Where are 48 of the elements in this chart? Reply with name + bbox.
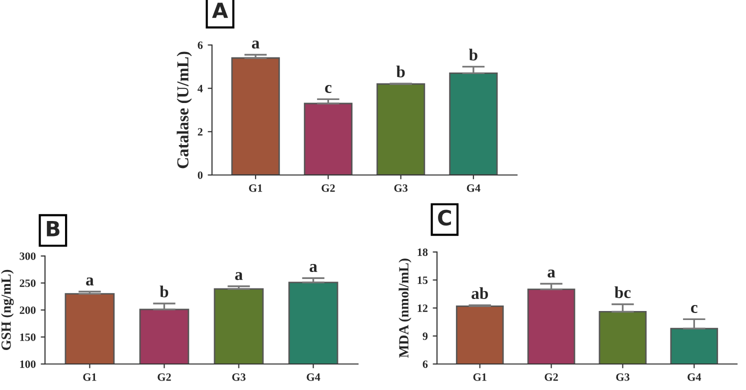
- x-tick-label: G3: [616, 373, 630, 381]
- annotation: c: [325, 84, 332, 93]
- annotation: b: [160, 286, 168, 298]
- annotation: b: [396, 66, 405, 78]
- y-tick-label: 200: [20, 306, 36, 314]
- bar: [376, 83, 426, 175]
- annotation: a: [86, 277, 94, 286]
- y-tick-label: 9: [422, 332, 428, 340]
- x-tick-label: G2: [158, 373, 171, 381]
- annotation: a: [252, 40, 260, 49]
- bar: [449, 72, 498, 175]
- y-tick-label: 0: [198, 171, 203, 179]
- x-tick-label: G3: [232, 373, 246, 381]
- x-tick-label: G1: [249, 184, 262, 192]
- x-tick-label: G2: [322, 184, 335, 192]
- bar: [231, 57, 280, 175]
- y-tick-label: 6: [198, 41, 203, 49]
- annotation: a: [548, 270, 556, 278]
- y-tick-label: 100: [20, 360, 36, 368]
- x-tick-label: G1: [473, 373, 486, 381]
- x-tick-label: G3: [394, 184, 408, 192]
- annotation: bc: [614, 286, 631, 298]
- annotation: c: [691, 305, 698, 314]
- y-tick-label: 250: [20, 279, 36, 287]
- x-tick-label: G4: [306, 373, 320, 381]
- y-tick-label: 300: [20, 252, 36, 260]
- chart-title: A: [212, 2, 228, 18]
- annotation: a: [310, 264, 318, 272]
- x-tick-label: G4: [466, 184, 480, 192]
- annotation: ab: [472, 287, 488, 300]
- y-axis-title: Catalase (U/mL): [176, 52, 192, 168]
- x-tick-label: G1: [83, 373, 96, 381]
- chart-title: C: [438, 210, 451, 226]
- y-tick-label: 2: [198, 128, 202, 136]
- y-tick-label: 15: [418, 276, 428, 284]
- y-tick-label: 150: [20, 333, 36, 341]
- bar: [304, 102, 352, 175]
- y-axis-title: GSH (ng/mL): [1, 270, 14, 350]
- chart-title: B: [46, 221, 60, 236]
- y-axis-title: MDA (nmol/mL): [398, 258, 412, 358]
- x-tick-label: G2: [544, 373, 558, 381]
- y-tick-label: 12: [418, 304, 428, 312]
- y-tick-label: 18: [418, 248, 428, 256]
- annotation: a: [235, 272, 243, 280]
- annotation: b: [469, 48, 478, 61]
- x-tick-label: G4: [688, 373, 702, 381]
- y-tick-label: 6: [422, 360, 428, 368]
- y-tick-label: 4: [198, 84, 203, 92]
